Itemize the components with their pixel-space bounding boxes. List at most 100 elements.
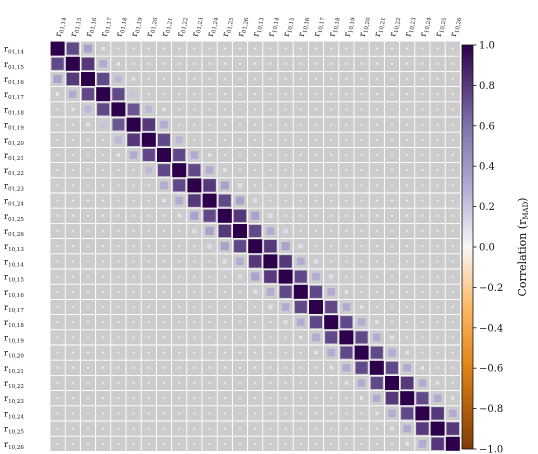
heatmap-cell-7-10 (208, 153, 212, 157)
heatmap-cell-25-22 (390, 427, 394, 431)
heatmap-cell-13-1 (71, 245, 74, 248)
row-label: r01,15 (4, 60, 24, 71)
row-label: r10,26 (4, 440, 24, 451)
heatmap-cell-7-3 (102, 154, 105, 156)
heatmap-cell-6-25 (436, 138, 439, 141)
heatmap-cell-10-11 (218, 194, 231, 207)
heatmap-cell-9-23 (406, 184, 409, 187)
heatmap-cell-14-8 (178, 260, 181, 263)
heatmap-cell-10-7 (162, 199, 166, 203)
heatmap-cell-24-14 (269, 412, 272, 415)
heatmap-cell-7-8 (173, 148, 186, 162)
heatmap-cell-18-17 (309, 316, 323, 329)
heatmap-cell-24-6 (147, 412, 150, 415)
heatmap-cell-19-12 (239, 336, 241, 339)
heatmap-cell-3-19 (345, 93, 348, 96)
heatmap-cell-10-19 (345, 199, 348, 202)
heatmap-cell-8-21 (375, 169, 378, 172)
heatmap-cell-26-8 (178, 442, 181, 445)
heatmap-cell-23-8 (178, 397, 181, 400)
heatmap-cell-0-20 (360, 47, 363, 50)
heatmap-cell-2-2 (81, 72, 95, 86)
heatmap-cell-12-16 (299, 230, 302, 232)
heatmap-cell-1-8 (178, 62, 181, 65)
heatmap-cell-24-18 (330, 412, 333, 415)
heatmap-cell-19-23 (406, 336, 409, 339)
heatmap-cell-21-0 (56, 366, 59, 369)
heatmap-cell-10-8 (175, 196, 184, 205)
heatmap-cell-26-5 (132, 442, 135, 445)
heatmap-cell-0-12 (239, 47, 241, 50)
heatmap-cell-18-18 (324, 315, 339, 330)
column-label: r10,14 (267, 16, 281, 38)
heatmap-cell-15-22 (391, 275, 393, 278)
heatmap-cell-20-8 (178, 351, 181, 354)
heatmap-cell-25-21 (375, 427, 378, 430)
heatmap-cell-18-24 (421, 321, 424, 324)
heatmap-cell-9-17 (315, 184, 317, 187)
heatmap-cell-23-25 (433, 394, 442, 403)
heatmap-cell-1-4 (116, 62, 120, 66)
heatmap-cell-26-3 (102, 442, 105, 445)
heatmap-cell-12-25 (436, 230, 439, 232)
heatmap-cell-23-13 (254, 397, 257, 400)
heatmap-cell-2-10 (208, 78, 211, 80)
row-label: r10,23 (4, 394, 24, 405)
heatmap-cell-18-26 (451, 321, 454, 324)
heatmap-cell-3-7 (163, 93, 165, 96)
heatmap-cell-0-8 (178, 47, 181, 50)
heatmap-cell-12-24 (421, 230, 424, 232)
heatmap-cell-17-25 (436, 306, 439, 308)
heatmap-cell-15-2 (87, 275, 89, 278)
heatmap-cell-25-8 (178, 427, 181, 430)
heatmap-cell-11-4 (117, 214, 120, 217)
heatmap-cell-4-5 (127, 103, 140, 116)
heatmap-cell-4-21 (375, 108, 378, 111)
heatmap-cell-18-9 (193, 321, 196, 324)
heatmap-cell-7-7 (157, 148, 171, 162)
heatmap-cell-9-3 (102, 184, 105, 187)
heatmap-cell-7-22 (391, 154, 393, 156)
heatmap-cell-9-1 (71, 184, 74, 187)
heatmap-cell-18-23 (406, 321, 409, 324)
heatmap-cell-18-12 (239, 321, 241, 324)
heatmap-cell-23-16 (299, 397, 302, 400)
heatmap-cell-8-15 (284, 169, 287, 172)
heatmap-cell-7-24 (421, 154, 424, 156)
row-label: r10,24 (4, 409, 24, 420)
heatmap-cell-24-10 (208, 412, 211, 415)
heatmap-cell-3-10 (208, 93, 211, 96)
heatmap-cell-6-4 (114, 136, 122, 144)
heatmap-cell-10-12 (235, 196, 245, 205)
heatmap-cell-17-17 (309, 300, 323, 314)
heatmap-cell-4-14 (269, 108, 272, 111)
heatmap-cell-12-4 (117, 230, 120, 232)
heatmap-cell-14-19 (345, 260, 348, 263)
heatmap-cell-14-23 (406, 260, 409, 263)
heatmap-cell-13-12 (233, 240, 247, 253)
heatmap-cell-5-19 (345, 123, 348, 126)
heatmap-cell-26-16 (299, 442, 302, 445)
heatmap-cell-11-9 (190, 211, 199, 220)
heatmap-cell-7-6 (142, 148, 155, 162)
heatmap-cell-16-22 (391, 290, 393, 293)
heatmap-cell-16-21 (375, 290, 378, 293)
heatmap-cell-10-16 (299, 199, 302, 202)
heatmap-cell-14-22 (391, 260, 393, 263)
heatmap-cell-9-14 (269, 184, 272, 187)
heatmap-cell-24-4 (117, 412, 120, 415)
heatmap-cell-22-13 (254, 382, 257, 384)
heatmap-cell-16-14 (266, 287, 275, 296)
heatmap-cell-1-9 (193, 62, 196, 65)
heatmap-cell-4-17 (315, 108, 317, 111)
heatmap-cell-14-6 (147, 260, 150, 263)
heatmap-cell-19-18 (325, 331, 338, 344)
heatmap-cell-24-7 (163, 412, 165, 415)
heatmap-cell-8-9 (188, 164, 201, 177)
heatmap-cell-4-16 (299, 108, 302, 111)
heatmap-cell-5-10 (208, 123, 211, 126)
heatmap-cell-7-4 (116, 153, 120, 157)
heatmap-cell-9-15 (284, 184, 287, 187)
heatmap-cell-15-5 (132, 275, 135, 278)
heatmap-cell-19-3 (102, 336, 105, 339)
